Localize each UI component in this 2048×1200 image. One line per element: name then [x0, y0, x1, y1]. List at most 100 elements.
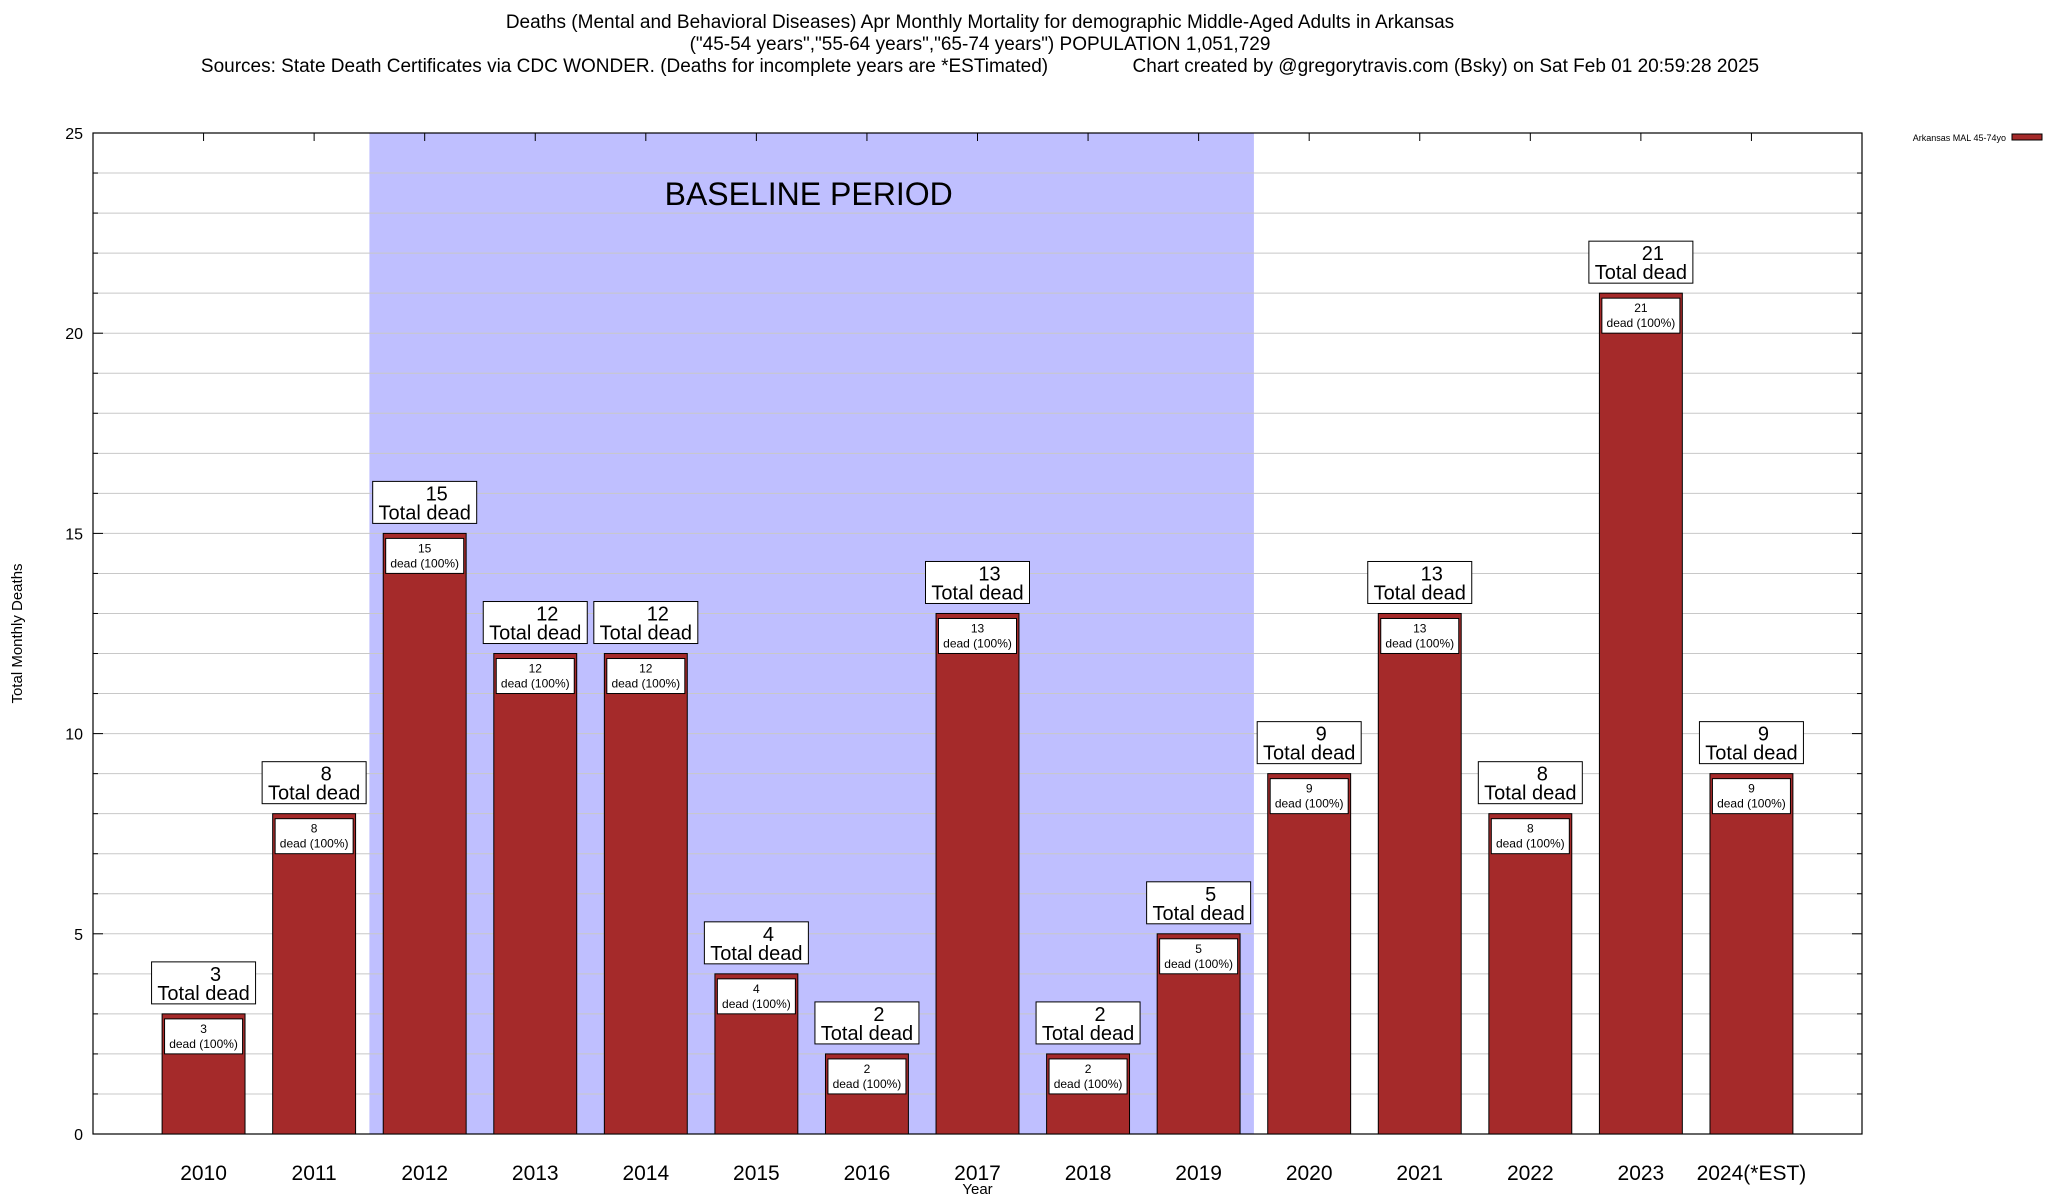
bar-total-value-label: 2	[1095, 1004, 1106, 1026]
x-tick-label: 2013	[512, 1162, 559, 1185]
bar-inner-percent-label: dead (100%)	[1054, 1077, 1123, 1091]
bar-total-label-box	[925, 560, 1030, 604]
chart-title-block: Deaths (Mental and Behavioral Diseases) …	[0, 12, 1960, 78]
bar-inner-value-label: 4	[753, 982, 760, 996]
bar-total-caption: Total dead	[710, 943, 802, 965]
bar-total-label-box	[1588, 240, 1694, 284]
bar-inner-percent-label: dead (100%)	[722, 997, 791, 1011]
x-tick-label: 2012	[401, 1162, 448, 1185]
x-tick-label: 2022	[1507, 1162, 1554, 1185]
bar	[603, 653, 688, 1135]
bar-inner-value-label: 12	[639, 662, 653, 676]
x-tick-label: 2011	[292, 1162, 337, 1185]
y-tick-label: 25	[65, 126, 83, 143]
bar-total-value-label: 13	[978, 563, 1000, 585]
bar-total-label-box	[151, 961, 257, 1005]
bar	[493, 653, 578, 1135]
bar-total-label-box	[1367, 560, 1473, 604]
bar-inner-percent-label: dead (100%)	[1607, 316, 1676, 330]
bar-inner-label-box	[495, 658, 575, 695]
bar-total-value-label: 12	[536, 604, 558, 626]
bar-total-value-label: 8	[321, 764, 332, 786]
bar-inner-percent-label: dead (100%)	[1717, 797, 1786, 811]
bar-inner-percent-label: dead (100%)	[1496, 837, 1565, 851]
x-tick-label: 2014	[622, 1162, 669, 1185]
bar-inner-value-label: 5	[1195, 942, 1202, 956]
bar-total-caption: Total dead	[157, 983, 249, 1005]
bar-total-label-box	[372, 480, 478, 524]
bar-inner-label-box	[938, 617, 1017, 654]
bar-total-caption: Total dead	[1152, 903, 1244, 925]
bar-inner-value-label: 8	[311, 822, 318, 836]
bar-inner-label-box	[1269, 778, 1349, 815]
bar-inner-percent-label: dead (100%)	[943, 636, 1012, 650]
bar-inner-label-box	[164, 1018, 244, 1055]
bar-total-caption: Total dead	[1374, 582, 1466, 604]
bar-total-label-box	[593, 601, 699, 645]
bar-total-caption: Total dead	[489, 623, 581, 645]
bar-total-caption: Total dead	[1595, 262, 1687, 284]
bar-inner-label-box	[1601, 297, 1681, 334]
chart-subtitle: ("45-54 years","55-64 years","65-74 year…	[689, 34, 1271, 55]
bar-total-value-label: 15	[426, 483, 448, 505]
bar-total-value-label: 9	[1758, 724, 1769, 746]
bar-inner-value-label: 2	[864, 1062, 871, 1076]
x-tick-label: 2024(*EST)	[1697, 1162, 1807, 1185]
bar-total-caption: Total dead	[1042, 1023, 1134, 1045]
bar	[1709, 773, 1794, 1135]
bar-total-caption: Total dead	[1705, 743, 1797, 765]
bar-inner-value-label: 15	[418, 541, 432, 555]
bar	[1377, 612, 1462, 1135]
bar-inner-value-label: 12	[529, 662, 543, 676]
x-tick-label: 2023	[1618, 1162, 1665, 1185]
chart-title: Deaths (Mental and Behavioral Diseases) …	[505, 12, 1455, 33]
x-tick-label: 2016	[844, 1162, 891, 1185]
bar-inner-value-label: 13	[971, 621, 985, 635]
bar-inner-percent-label: dead (100%)	[280, 837, 349, 851]
bar-inner-percent-label: dead (100%)	[169, 1037, 238, 1051]
bar-total-label-box	[1035, 1001, 1141, 1045]
x-axis-label: Year	[962, 1181, 992, 1198]
x-tick-label: 2017	[954, 1162, 1001, 1185]
bar-total-caption: Total dead	[931, 582, 1023, 604]
bar-total-caption: Total dead	[1484, 783, 1576, 805]
bar-inner-label-box	[827, 1058, 907, 1095]
bar-inner-label-box	[1380, 617, 1460, 654]
baseline-label: BASELINE PERIOD	[665, 176, 953, 212]
bar-inner-label-box	[1159, 938, 1239, 975]
bar-inner-value-label: 2	[1085, 1062, 1092, 1076]
bar-inner-value-label: 8	[1527, 822, 1534, 836]
y-tick-label: 20	[65, 326, 83, 343]
x-tick-label: 2018	[1065, 1162, 1112, 1185]
bar-inner-percent-label: dead (100%)	[833, 1077, 902, 1091]
bar	[1267, 773, 1352, 1135]
y-tick-label: 0	[74, 1127, 83, 1144]
legend-swatch	[2011, 133, 2043, 141]
bar-total-value-label: 13	[1421, 563, 1443, 585]
bar-inner-value-label: 21	[1634, 301, 1648, 315]
bar-total-value-label: 12	[647, 604, 669, 626]
bar-total-label-box	[1698, 721, 1804, 765]
y-tick-label: 10	[65, 727, 83, 744]
bar-inner-label-box	[606, 658, 686, 695]
bar-total-caption: Total dead	[821, 1023, 913, 1045]
x-tick-label: 2020	[1286, 1162, 1333, 1185]
bar-inner-value-label: 9	[1306, 782, 1313, 796]
bar-inner-label-box	[1711, 778, 1791, 815]
bar-inner-value-label: 3	[200, 1022, 207, 1036]
x-tick-label: 2015	[733, 1162, 780, 1185]
bar-total-value-label: 5	[1205, 884, 1216, 906]
y-tick-label: 5	[74, 927, 83, 944]
bar-total-label-box	[261, 761, 367, 805]
bar-total-label-box	[814, 1001, 920, 1045]
bar-inner-label-box	[385, 537, 465, 574]
bar-total-label-box	[1256, 721, 1362, 765]
bar-inner-label-box	[1490, 818, 1570, 855]
bar-total-caption: Total dead	[600, 623, 692, 645]
bar-total-label-box	[1146, 881, 1252, 925]
bar	[935, 612, 1020, 1135]
bar-total-value-label: 4	[763, 924, 774, 946]
bar-inner-label-box	[716, 978, 796, 1015]
bar-inner-percent-label: dead (100%)	[1385, 636, 1454, 650]
